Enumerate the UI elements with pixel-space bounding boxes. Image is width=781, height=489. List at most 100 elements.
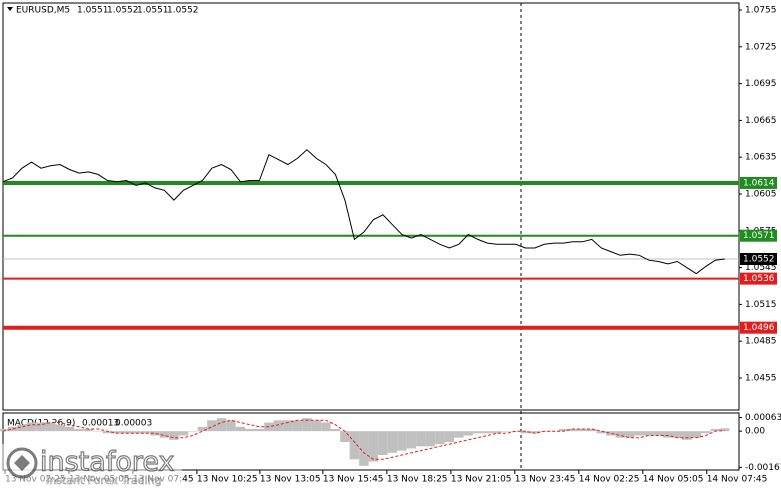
- macd-bar: [150, 431, 160, 436]
- macd-bar: [454, 431, 464, 438]
- x-tick-label: 13 Nov 18:25: [387, 475, 448, 485]
- macd-bar: [311, 420, 322, 432]
- macd-bar: [492, 431, 502, 434]
- brand: instaforex: [40, 447, 174, 478]
- y-tick-label: 1.0665: [745, 116, 777, 126]
- y-tick-label: 1.0455: [745, 373, 777, 383]
- menu-arrow: [7, 7, 13, 11]
- level-label: 1.0536: [743, 274, 775, 284]
- macd-bar: [530, 431, 540, 434]
- macd-bar: [254, 429, 265, 432]
- macd-bar: [387, 431, 398, 453]
- macd-bar: [93, 431, 103, 432]
- macd-bar: [7, 426, 18, 432]
- macd-bar: [283, 420, 293, 432]
- macd-bar: [568, 429, 578, 432]
- bid-tag: [740, 253, 777, 266]
- macd-bar: [207, 420, 217, 432]
- macd-bar: [45, 422, 56, 432]
- macd-bar: [435, 431, 445, 445]
- macd-bar: [197, 426, 208, 432]
- macd-bar: [482, 431, 493, 434]
- macd-bar: [245, 429, 255, 432]
- macd-bar: [416, 431, 426, 447]
- symbol: EURUSD,M5: [16, 6, 70, 16]
- macd-bar: [378, 431, 388, 455]
- macd-bar: [112, 431, 122, 434]
- macd-bar: [558, 429, 569, 432]
- macd-bar: [587, 429, 597, 432]
- macd-bar: [178, 431, 189, 436]
- macd-bar: [302, 418, 312, 432]
- close: 1.0552: [167, 6, 199, 16]
- macd-bar: [625, 431, 635, 438]
- macd-bar: [226, 420, 236, 432]
- macd-bar: [425, 431, 436, 447]
- y-tick-label: 1.0545: [745, 263, 777, 273]
- macd-bar: [463, 431, 474, 436]
- y-tick-label: 1.0515: [745, 300, 777, 310]
- macd-bar: [64, 426, 75, 432]
- macd-bar: [235, 426, 246, 432]
- macd-bar: [644, 431, 654, 436]
- macd-bar: [682, 431, 692, 440]
- macd-bar: [720, 428, 730, 432]
- macd-bar: [330, 429, 341, 432]
- watermark: instaforex Instant Forex Trading: [0, 444, 182, 489]
- signal-line: [2, 419, 725, 460]
- macd-bar: [663, 431, 673, 438]
- level-tag: [740, 321, 777, 334]
- y-tick-label: 1.0755: [745, 5, 777, 15]
- macd-bar: [321, 422, 331, 432]
- logo-mark: [14, 455, 30, 471]
- macd-bar: [292, 420, 303, 432]
- macd-bar: [368, 431, 379, 462]
- macd-tick-label: -0.00167: [745, 463, 781, 473]
- macd-bar: [701, 431, 711, 434]
- macd-bar: [596, 431, 607, 434]
- x-tick-label: 14 Nov 07:45: [707, 475, 768, 485]
- macd-bar: [653, 431, 664, 436]
- macd-bar: [273, 420, 284, 432]
- x-tick-label: 14 Nov 02:25: [579, 475, 640, 485]
- x-tick-label: 13 Nov 23:45: [515, 475, 576, 485]
- level-tag: [740, 272, 777, 285]
- macd-bar: [349, 431, 360, 460]
- macd-tick-label: 0.00: [745, 427, 765, 437]
- main-panel: [2, 2, 740, 411]
- macd-bar: [140, 431, 151, 434]
- macd-bar: [169, 431, 179, 440]
- x-tick-label: 13 Nov 21:05: [451, 475, 512, 485]
- macd-bar: [83, 429, 94, 432]
- y-tick-label: 1.0695: [745, 79, 777, 89]
- macd-bar: [710, 429, 721, 432]
- macd-bar: [0, 429, 8, 432]
- signal-value: 0.00003: [115, 419, 152, 429]
- macd-bar: [473, 431, 483, 434]
- macd-bar: [159, 431, 170, 438]
- macd-bar: [216, 418, 227, 432]
- macd-bar: [577, 429, 588, 432]
- level-label: 1.0571: [743, 231, 775, 241]
- tagline: Instant Forex Trading: [46, 474, 162, 487]
- macd-bar: [406, 431, 417, 449]
- macd-bar: [36, 422, 46, 432]
- macd-tick-label: 0.00063: [745, 413, 781, 423]
- macd-bar: [615, 431, 626, 438]
- x-tick-label: 13 Nov 13:05: [260, 475, 321, 485]
- macd-bar: [606, 431, 616, 436]
- high: 1.0552: [107, 6, 139, 16]
- macd-bar: [511, 431, 521, 432]
- x-tick-label: 14 Nov 05:05: [643, 475, 704, 485]
- macd-bar: [74, 429, 84, 432]
- macd-bar: [501, 431, 512, 432]
- open: 1.0551: [77, 6, 109, 16]
- y-tick-label: 1.0485: [745, 337, 777, 347]
- macd-bar: [26, 422, 37, 432]
- level-label: 1.0614: [743, 178, 775, 188]
- price-line: [2, 149, 725, 275]
- macd-bar: [397, 431, 407, 451]
- macd-bar: [17, 424, 27, 432]
- macd-bar: [55, 424, 65, 432]
